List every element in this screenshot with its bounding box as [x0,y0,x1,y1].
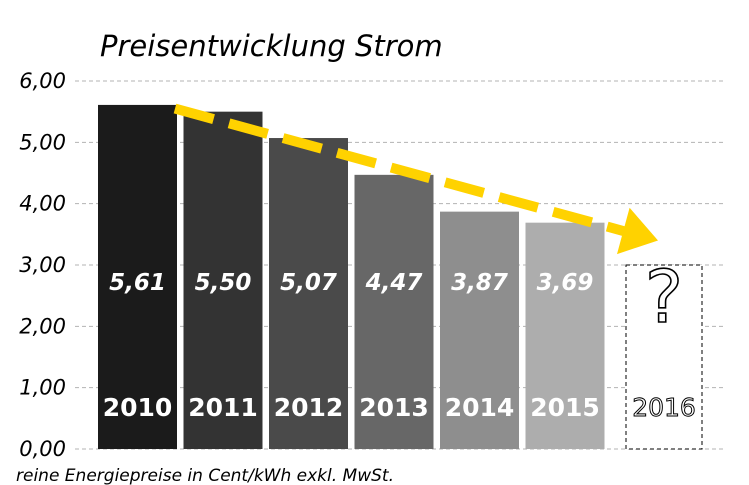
y-tick-label: 5,00 [19,130,66,154]
bar-value-label: 3,69 [537,270,594,296]
bar [98,104,177,450]
bar [183,111,263,450]
bar-category-label: 2016 [632,393,696,422]
y-tick-label: 4,00 [19,192,66,216]
bar-category-label: 2015 [530,393,600,422]
bar-value-label: 3,87 [451,270,508,296]
y-axis-ticks: 0,00 1,00 2,00 3,00 4,00 5,00 6,00 [19,69,66,461]
bar-category-label: 2010 [103,393,173,422]
bar-category-label: 2011 [188,393,258,422]
trend-arrow-head [617,207,658,255]
bar [269,138,348,450]
bar-category-label: 2013 [359,393,429,422]
bars [98,104,703,450]
bar [354,174,434,449]
forecast-question-mark: ? [645,255,683,339]
bar-category-label: 2012 [274,393,344,422]
chart-title: Preisentwicklung Strom [100,29,443,63]
y-tick-label: 0,00 [19,437,66,461]
bar-labels: 5,61 2010 5,50 2011 5,07 2012 4,47 2013 3,87 2014… [103,254,697,422]
y-tick-label: 1,00 [19,376,66,400]
bar-value-label: 4,47 [365,270,423,296]
forecast-bar [625,264,703,450]
trend-arrow [173,103,658,255]
bar-value-label: 5,50 [195,270,252,296]
bar-value-label: 5,07 [280,270,337,296]
bar [440,211,519,449]
trend-arrow-shaft [173,103,627,237]
bar-value-label: 5,61 [109,270,166,296]
y-tick-label: 2,00 [19,314,66,338]
footnote: reine Energiepreise in Cent/kWh exkl. Mw… [16,466,394,485]
bar [525,222,605,449]
y-tick-label: 3,00 [19,253,66,277]
y-tick-label: 6,00 [19,69,66,93]
bar-category-label: 2014 [445,393,515,422]
